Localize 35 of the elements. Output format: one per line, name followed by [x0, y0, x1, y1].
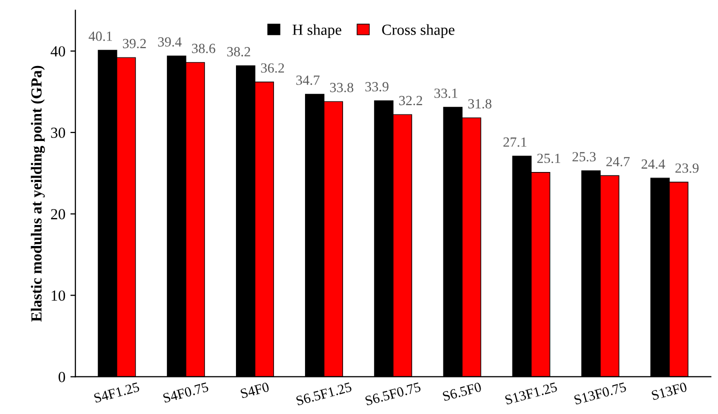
- y-tick-label: 10: [52, 290, 66, 301]
- data-label: 38.2: [227, 47, 250, 56]
- y-tick-label: 20: [51, 209, 66, 220]
- x-tick-label: S4F1.25: [94, 382, 140, 403]
- y-axis-title: Elastic modulus at yeilding point (GPa): [30, 66, 45, 322]
- x-tick-label: S6.5F0: [442, 382, 482, 402]
- data-label: 23.9: [675, 163, 699, 173]
- x-tick-label: S13F1.25: [504, 382, 558, 405]
- data-label: 24.4: [642, 159, 666, 169]
- data-label: 32.2: [399, 96, 422, 106]
- data-label: 38.6: [192, 44, 216, 54]
- y-tick-label: 30: [51, 128, 66, 138]
- x-tick-label: S4F0: [240, 382, 270, 398]
- data-label: 31.8: [468, 99, 492, 109]
- data-label: 33.9: [365, 82, 388, 92]
- x-tick-label: S6.5F0.75: [364, 382, 422, 406]
- data-label: 24.7: [606, 156, 630, 166]
- data-label: 25.1: [537, 154, 560, 164]
- data-label: 27.1: [503, 137, 526, 147]
- data-label: 25.3: [572, 152, 596, 162]
- data-label: 36.2: [261, 63, 284, 73]
- x-tick-label: S4F0.75: [162, 382, 209, 403]
- legend-label: H shape: [292, 24, 342, 38]
- data-label: 40.1: [88, 32, 112, 41]
- x-tick-label: S13F0: [651, 382, 688, 400]
- legend-label: Cross shape: [382, 24, 454, 38]
- x-tick-label: S13F0.75: [574, 382, 627, 405]
- x-tick-label: S6.5F1.25: [296, 382, 352, 406]
- data-label: 39.2: [122, 38, 146, 48]
- data-label: 34.7: [296, 76, 320, 85]
- data-label: 39.4: [158, 37, 182, 47]
- data-label: 33.8: [330, 82, 354, 92]
- y-tick-label: 0: [58, 372, 66, 382]
- y-tick-label: 40: [50, 46, 66, 57]
- data-label: 33.1: [434, 88, 458, 98]
